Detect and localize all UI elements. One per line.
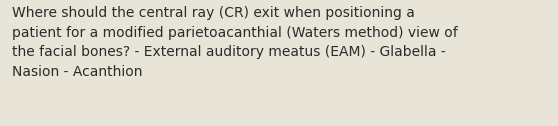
Text: Where should the central ray (CR) exit when positioning a
patient for a modified: Where should the central ray (CR) exit w…: [12, 6, 458, 79]
